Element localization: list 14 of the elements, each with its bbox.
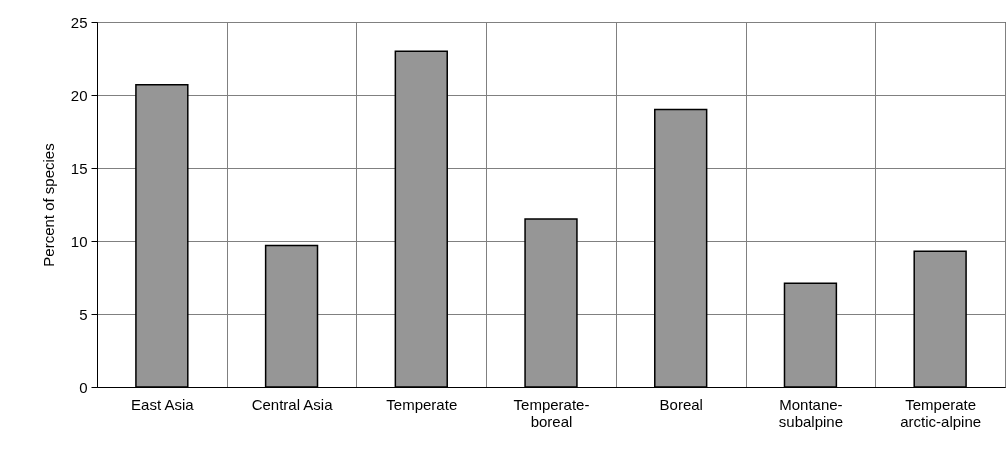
- x-tick-label: Temperate: [386, 395, 458, 413]
- y-tick-label: 20: [70, 86, 88, 104]
- y-tick-label: 5: [79, 305, 88, 323]
- y-axis-title: Percent of species: [39, 143, 57, 267]
- x-tick-label: Temperate-boreal: [513, 395, 590, 430]
- y-tick-label: 25: [70, 13, 88, 31]
- x-tick-label: East Asia: [131, 395, 195, 413]
- y-tick-label: 0: [79, 378, 88, 396]
- x-tick-label: Central Asia: [251, 395, 334, 413]
- y-tick-label: 15: [70, 159, 88, 177]
- x-tick-label: Montane-subalpine: [778, 395, 844, 430]
- x-tick-label: Temperate arctic-alpine: [900, 395, 982, 430]
- x-tick-label: Boreal: [659, 395, 703, 413]
- y-tick-label: 10: [70, 232, 88, 250]
